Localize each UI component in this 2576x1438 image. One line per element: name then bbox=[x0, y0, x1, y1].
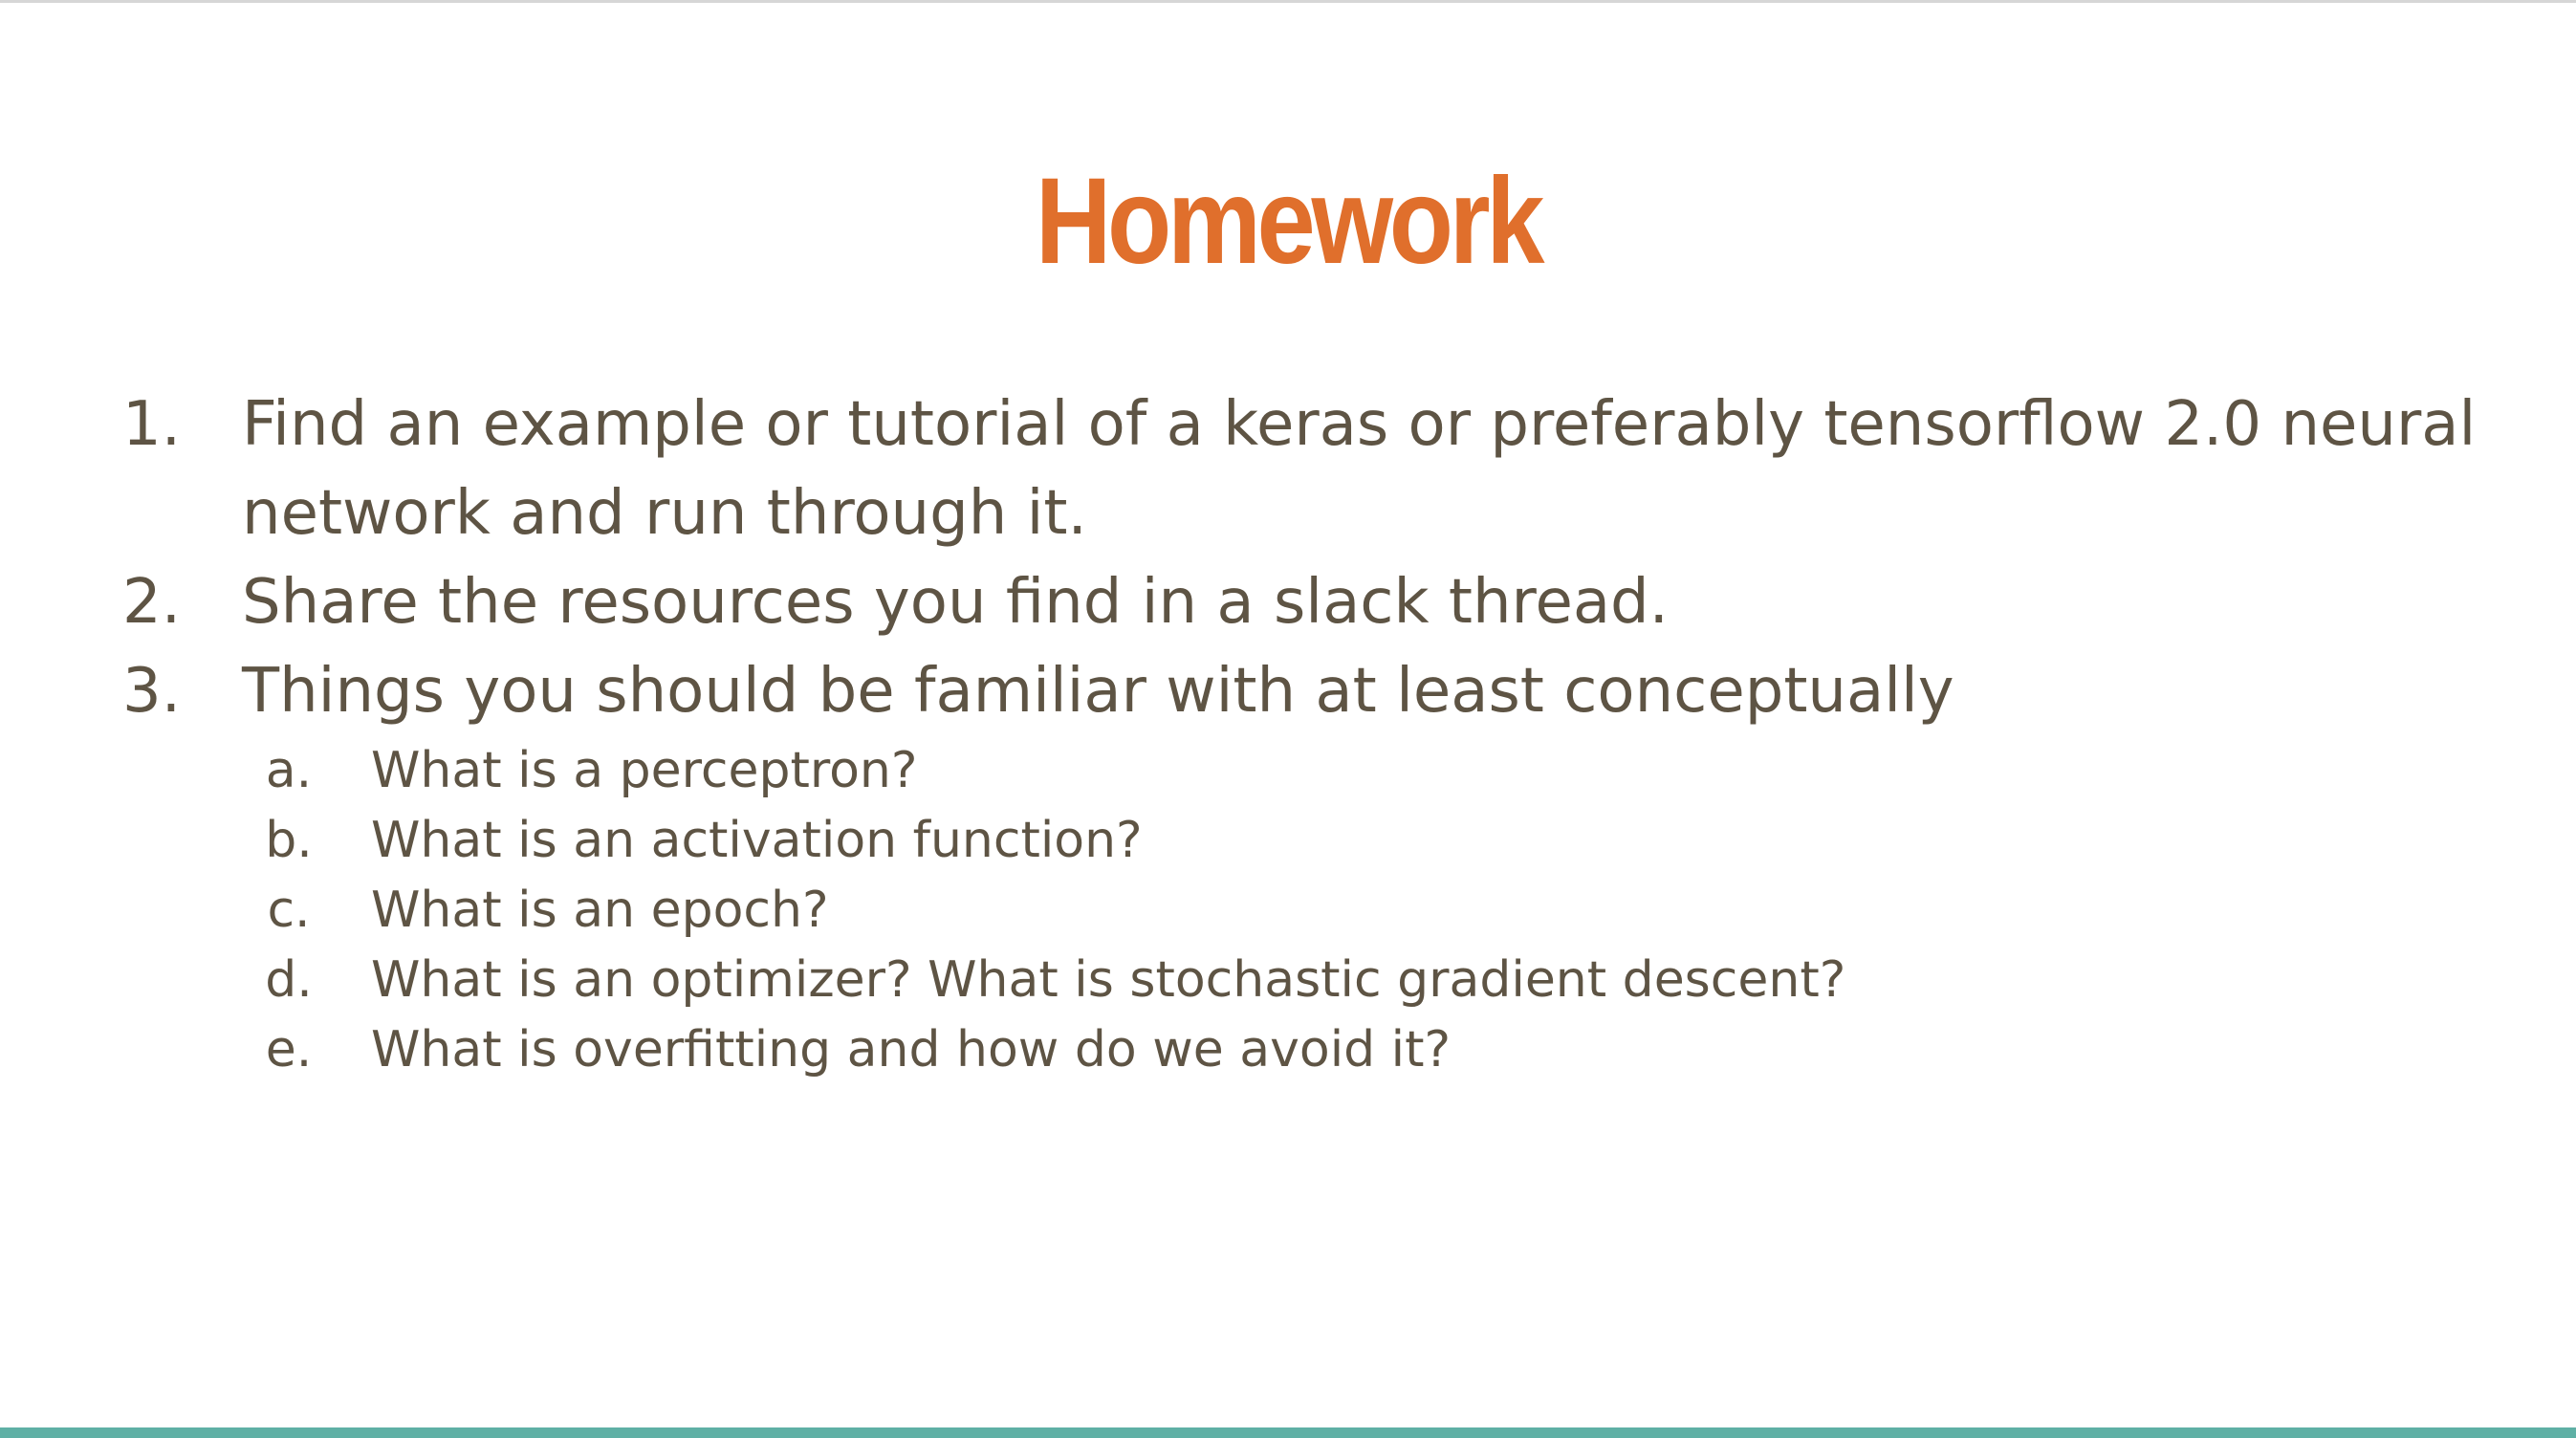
sub-item-letter: b. bbox=[265, 812, 313, 869]
slide-title: Homework bbox=[1035, 153, 1545, 290]
sub-item-text: What is an optimizer? What is stochastic… bbox=[371, 951, 1846, 1009]
sub-item-letter: e. bbox=[265, 1021, 313, 1078]
sub-list: a. What is a perceptron? b. What is an a… bbox=[0, 736, 2576, 1085]
sub-list-item: d. What is an optimizer? What is stochas… bbox=[0, 946, 2576, 1015]
homework-list: 1. Find an example or tutorial of a kera… bbox=[0, 381, 2576, 1085]
sub-item-text: What is overfitting and how do we avoid … bbox=[371, 1021, 1452, 1078]
list-item: 3. Things you should be familiar with at… bbox=[0, 647, 2576, 736]
item-number: 1. bbox=[122, 389, 182, 460]
top-border bbox=[0, 0, 2576, 3]
sub-item-text: What is an activation function? bbox=[371, 812, 1143, 869]
sub-list-item: b. What is an activation function? bbox=[0, 806, 2576, 876]
item-text: Share the resources you find in a slack … bbox=[242, 567, 1669, 638]
item-number: 2. bbox=[122, 567, 182, 638]
sub-item-letter: d. bbox=[265, 951, 313, 1009]
list-item: 2. Share the resources you find in a sla… bbox=[0, 558, 2576, 647]
sub-item-text: What is a perceptron? bbox=[371, 742, 918, 799]
sub-item-letter: a. bbox=[265, 742, 313, 799]
sub-list-item: c. What is an epoch? bbox=[0, 876, 2576, 946]
sub-list-item: a. What is a perceptron? bbox=[0, 736, 2576, 806]
list-item: 1. Find an example or tutorial of a kera… bbox=[0, 381, 2576, 558]
sub-item-text: What is an epoch? bbox=[371, 882, 829, 939]
sub-list-item: e. What is overfitting and how do we avo… bbox=[0, 1015, 2576, 1085]
sub-item-letter: c. bbox=[267, 882, 311, 939]
item-text: Find an example or tutorial of a keras o… bbox=[242, 389, 2477, 549]
bottom-accent-bar bbox=[0, 1427, 2576, 1438]
item-number: 3. bbox=[122, 656, 182, 727]
item-text: Things you should be familiar with at le… bbox=[242, 656, 1954, 727]
